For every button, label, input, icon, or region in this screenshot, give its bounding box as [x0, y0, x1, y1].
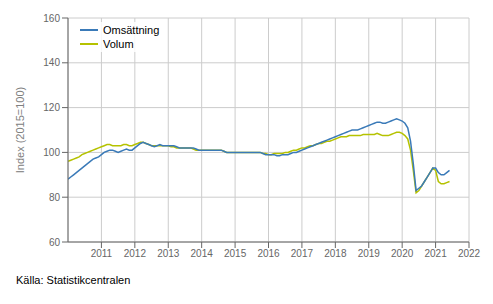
- svg-text:100: 100: [43, 147, 60, 158]
- svg-text:120: 120: [43, 102, 60, 113]
- svg-text:2020: 2020: [391, 248, 414, 259]
- svg-text:2011: 2011: [91, 248, 113, 259]
- html-text:Volum: Volum: [103, 38, 134, 50]
- svg-text:60: 60: [49, 237, 61, 248]
- svg-text:2013: 2013: [157, 248, 180, 259]
- svg-text:2017: 2017: [291, 248, 314, 259]
- svg-text:2022: 2022: [458, 248, 481, 259]
- svg-text:2018: 2018: [324, 248, 347, 259]
- svg-text:80: 80: [49, 192, 61, 203]
- svg-text:Index (2015=100): Index (2015=100): [14, 87, 26, 174]
- svg-text:2021: 2021: [424, 248, 447, 259]
- svg-text:2014: 2014: [191, 248, 214, 259]
- svg-text:140: 140: [43, 57, 60, 68]
- svg-text:2015: 2015: [224, 248, 247, 259]
- svg-text:160: 160: [43, 13, 60, 24]
- svg-text:2019: 2019: [358, 248, 381, 259]
- html-text:Omsättning: Omsättning: [103, 24, 160, 36]
- svg-text:2012: 2012: [124, 248, 147, 259]
- html-text:Källa: Statistikcentralen: Källa: Statistikcentralen: [16, 274, 131, 286]
- svg-text:2016: 2016: [257, 248, 280, 259]
